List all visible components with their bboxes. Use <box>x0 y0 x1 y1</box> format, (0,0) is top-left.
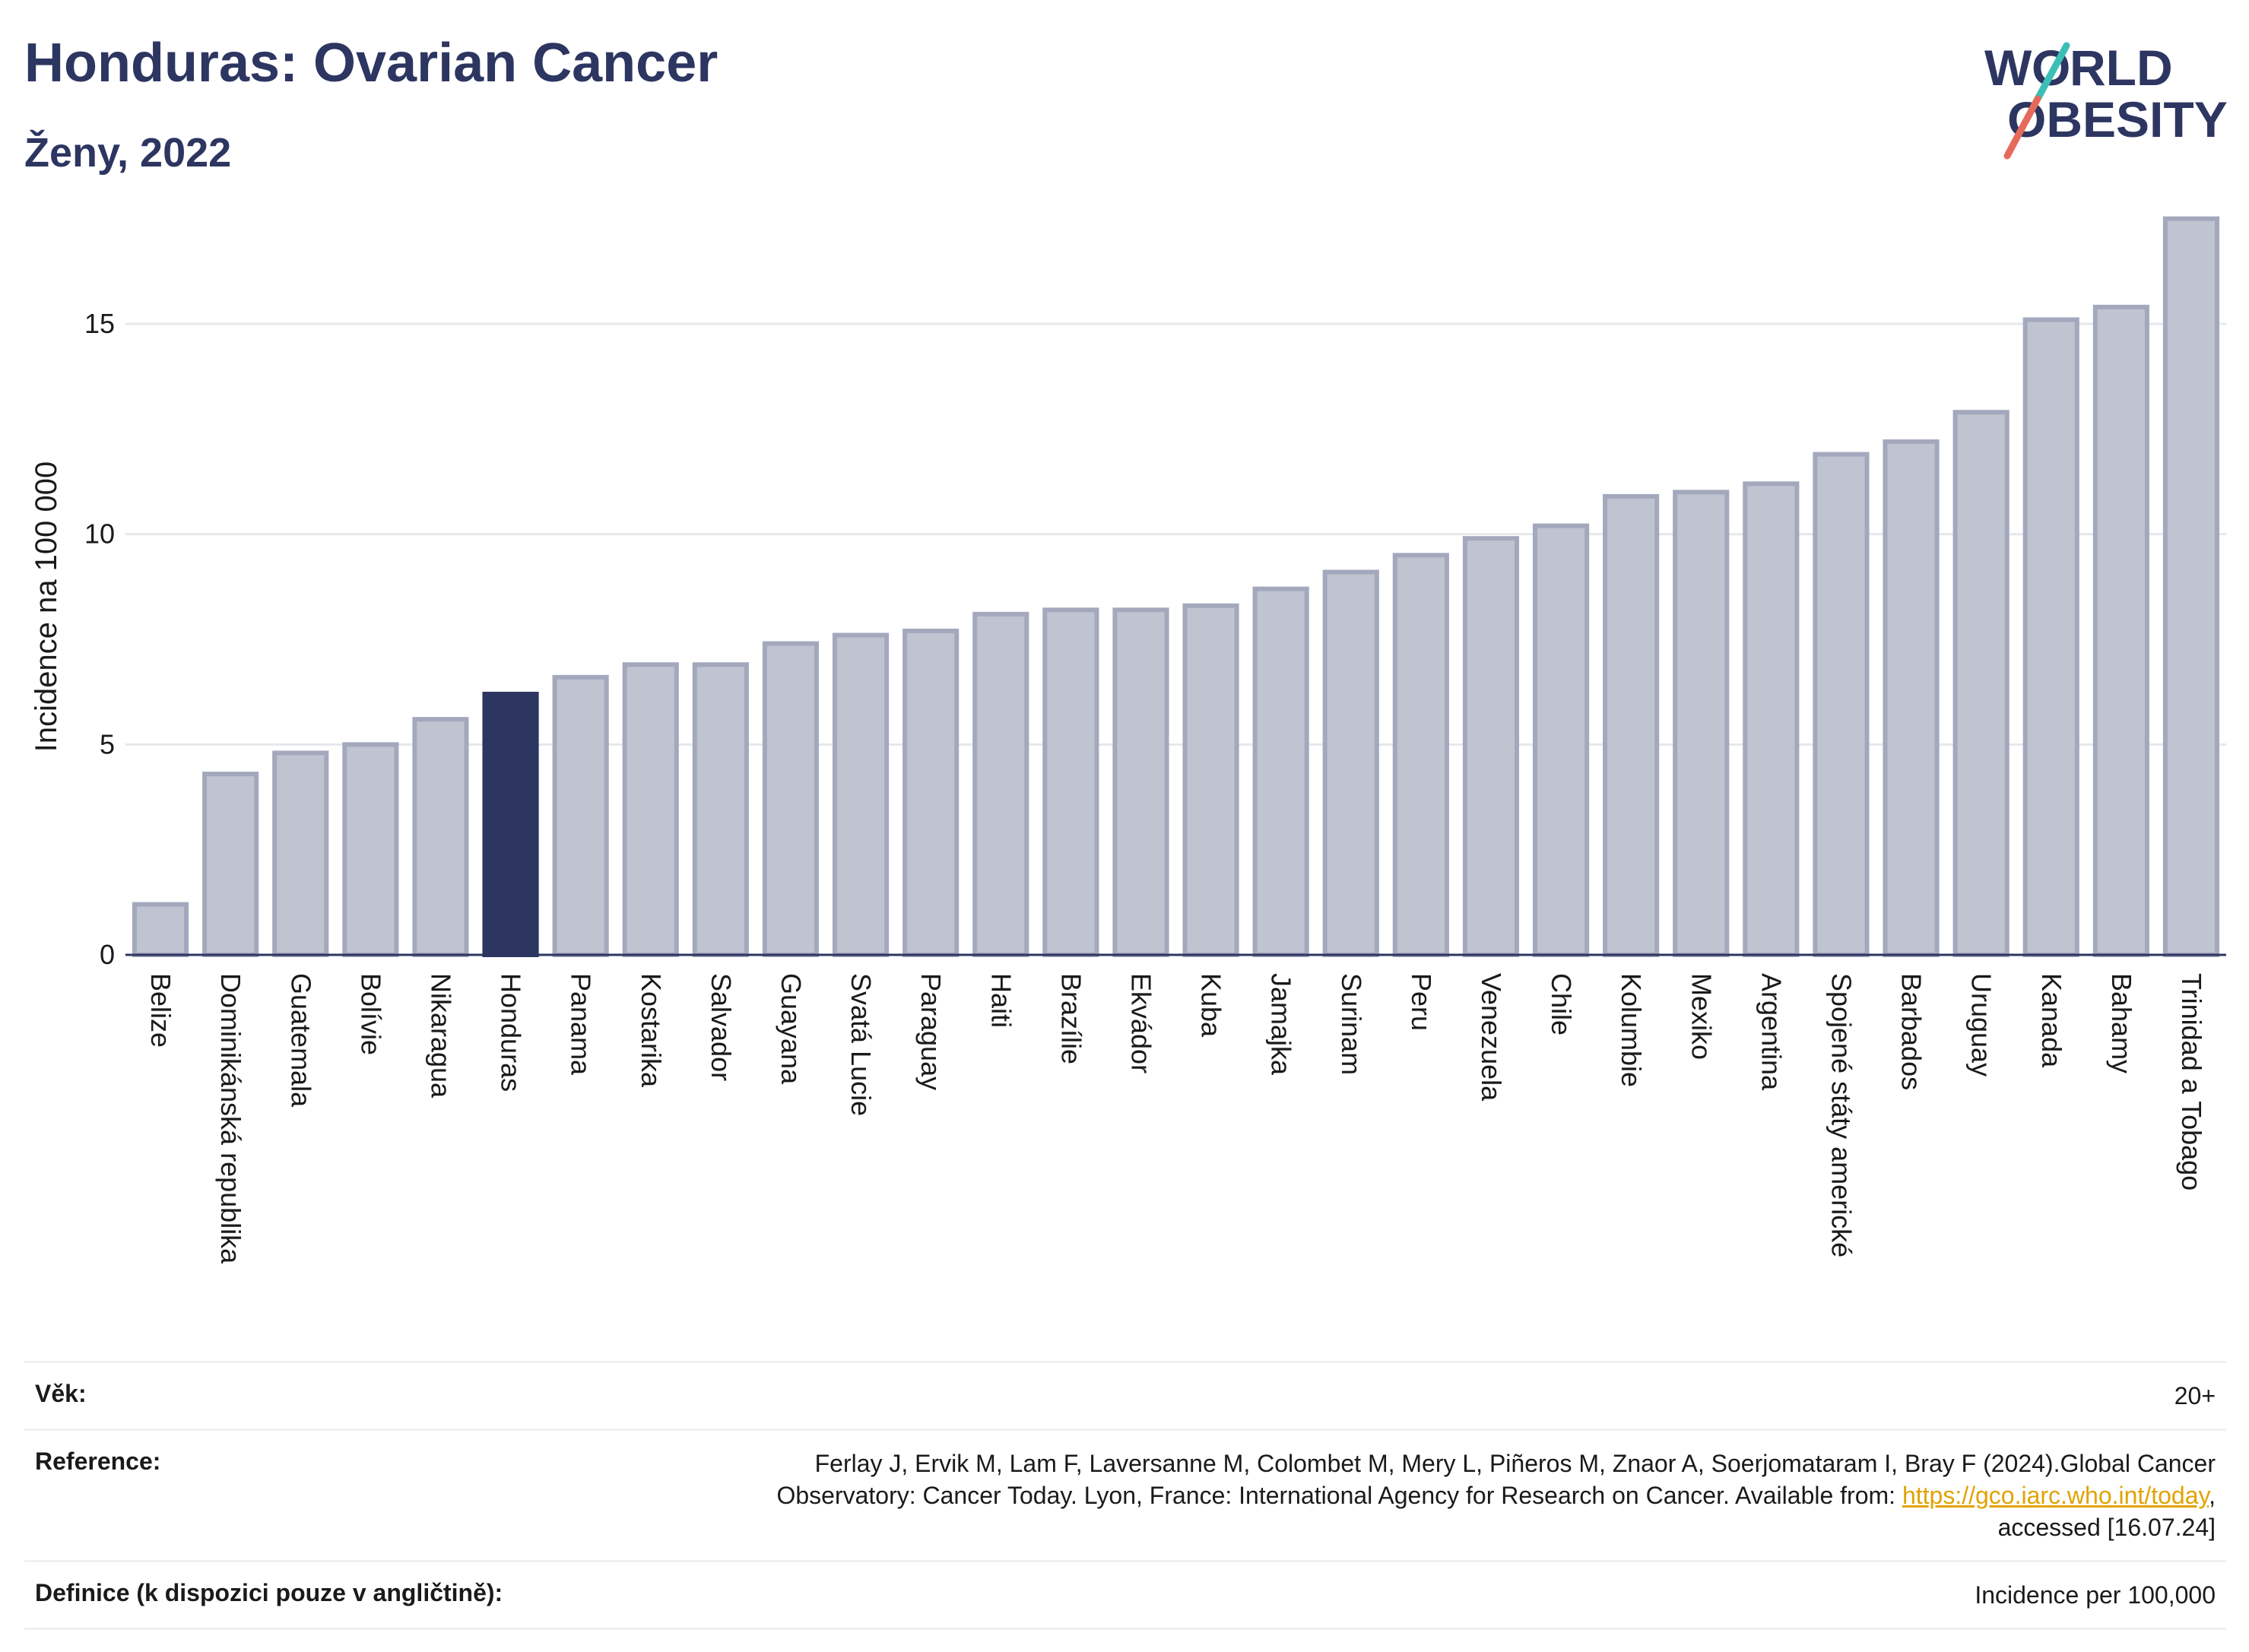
x-tick-label: Argentina <box>1756 973 1787 1091</box>
bar-venezuela <box>1462 536 1520 957</box>
y-tick-label: 0 <box>100 939 115 970</box>
bar-barbados <box>1883 439 1940 957</box>
y-axis-ticks: 0 5 10 15 <box>84 308 115 970</box>
bar-kuba <box>1182 603 1239 957</box>
x-tick-label: Kolumbie <box>1616 973 1647 1087</box>
x-tick-label: Uruguay <box>1966 973 1997 1076</box>
y-tick-label: 5 <box>100 728 115 759</box>
age-label: Věk: <box>35 1380 87 1407</box>
definition-value: Incidence per 100,000 <box>1975 1581 2216 1609</box>
x-tick-label: Surinam <box>1336 973 1367 1075</box>
x-tick-label: Brazílie <box>1055 973 1086 1064</box>
age-row: Věk: 20+ <box>24 1361 2226 1428</box>
bar-kostarika <box>622 662 679 957</box>
bar-kolumbie <box>1603 493 1660 957</box>
age-value: 20+ <box>2174 1382 2216 1409</box>
bar-peru <box>1392 553 1449 957</box>
bar-bolívie <box>342 742 399 957</box>
x-tick-label: Panama <box>566 973 597 1076</box>
bar-guatemala <box>272 750 329 958</box>
bar-svatá-lucie <box>832 633 890 957</box>
bar-uruguay <box>1952 410 2010 957</box>
bar-salvador <box>692 662 749 957</box>
bar-nikaragua <box>412 717 469 958</box>
x-tick-label: Guatemala <box>285 973 316 1108</box>
definition-label: Definice (k dispozici pouze v angličtině… <box>35 1579 503 1606</box>
x-tick-label: Dominikánská republika <box>215 973 246 1264</box>
page-subtitle: Ženy, 2022 <box>24 130 232 176</box>
x-tick-label: Bahamy <box>2106 973 2137 1073</box>
x-tick-label: Kanada <box>2036 973 2067 1068</box>
x-tick-label: Salvador <box>706 973 737 1081</box>
reference-link[interactable]: https://gco.iarc.who.int/today <box>1902 1482 2209 1509</box>
reference-line1: Ferlay J, Ervik M, Lam F, Laversanne M, … <box>814 1450 2216 1477</box>
bar-brazílie <box>1042 607 1099 957</box>
bar-trinidad-a-tobago <box>2162 216 2220 957</box>
x-tick-label: Svatá Lucie <box>845 973 877 1116</box>
bar-mexiko <box>1673 490 1730 957</box>
y-axis-label: Incidence na 100 000 <box>30 461 63 753</box>
x-tick-label: Guayana <box>776 973 807 1085</box>
x-tick-label: Chile <box>1546 973 1577 1035</box>
info-table: Věk: 20+ Reference: Ferlay J, Ervik M, L… <box>24 1361 2226 1630</box>
reference-line3: accessed [16.07.24] <box>1997 1514 2216 1541</box>
bar-surinam <box>1322 569 1379 957</box>
bars <box>125 216 2226 958</box>
bar-chart: 0 5 10 15 Belize Dominikánská republika Guate… <box>30 216 2226 1264</box>
svg-text:RLD: RLD <box>2070 40 2173 96</box>
y-tick-label: 10 <box>84 518 115 550</box>
x-tick-label: Kostarika <box>636 973 667 1088</box>
x-tick-label: Jamajka <box>1266 973 1297 1076</box>
bar-chile <box>1532 523 1590 957</box>
bar-honduras <box>482 691 539 958</box>
bar-jamajka <box>1252 586 1309 957</box>
definition-row: Definice (k dispozici pouze v angličtině… <box>24 1560 2226 1630</box>
bar-spojené-státy-americké <box>1813 452 1870 957</box>
x-tick-label: Spojené státy americké <box>1826 973 1857 1257</box>
bar-argentina <box>1743 481 1800 957</box>
x-tick-label: Ekvádor <box>1125 973 1156 1073</box>
bar-kanada <box>2022 317 2079 957</box>
x-axis-labels: Belize Dominikánská republika Guatemala Bol… <box>145 973 2207 1264</box>
x-tick-label: Bolívie <box>355 973 386 1055</box>
world-obesity-logo: W O RLD OBESITY <box>1984 40 2228 160</box>
bar-belize <box>132 902 189 957</box>
x-tick-label: Paraguay <box>915 973 947 1090</box>
x-tick-label: Barbados <box>1896 973 1927 1090</box>
reference-label: Reference: <box>35 1447 161 1475</box>
bar-panama <box>552 674 609 957</box>
reference-line2-post: , <box>2209 1482 2216 1509</box>
svg-text:OBESITY: OBESITY <box>2007 91 2228 147</box>
x-tick-label: Kuba <box>1196 973 1227 1038</box>
bar-ekvádor <box>1112 607 1169 957</box>
x-tick-label: Haiti <box>985 973 1017 1028</box>
bar-guayana <box>762 641 820 957</box>
y-tick-label: 15 <box>84 308 115 339</box>
x-tick-label: Honduras <box>496 973 527 1092</box>
x-tick-label: Belize <box>145 973 176 1048</box>
reference-line2: Observatory: Cancer Today. Lyon, France:… <box>776 1482 1902 1509</box>
x-tick-label: Venezuela <box>1476 973 1507 1102</box>
bar-haiti <box>972 611 1029 957</box>
bar-dominikánská-republika <box>202 772 259 957</box>
reference-row: Reference: Ferlay J, Ervik M, Lam F, Lav… <box>24 1428 2226 1560</box>
bar-paraguay <box>902 628 960 958</box>
bar-bahamy <box>2092 304 2149 958</box>
x-tick-label: Mexiko <box>1686 973 1717 1060</box>
reference-value: Ferlay J, Ervik M, Lam F, Laversanne M, … <box>776 1447 2216 1543</box>
x-tick-label: Nikaragua <box>425 973 456 1099</box>
x-tick-label: Peru <box>1406 973 1437 1031</box>
gridlines <box>125 322 2226 746</box>
x-tick-label: Trinidad a Tobago <box>2176 973 2207 1191</box>
svg-text:W: W <box>1984 40 2032 96</box>
page-title: Honduras: Ovarian Cancer <box>24 33 718 94</box>
